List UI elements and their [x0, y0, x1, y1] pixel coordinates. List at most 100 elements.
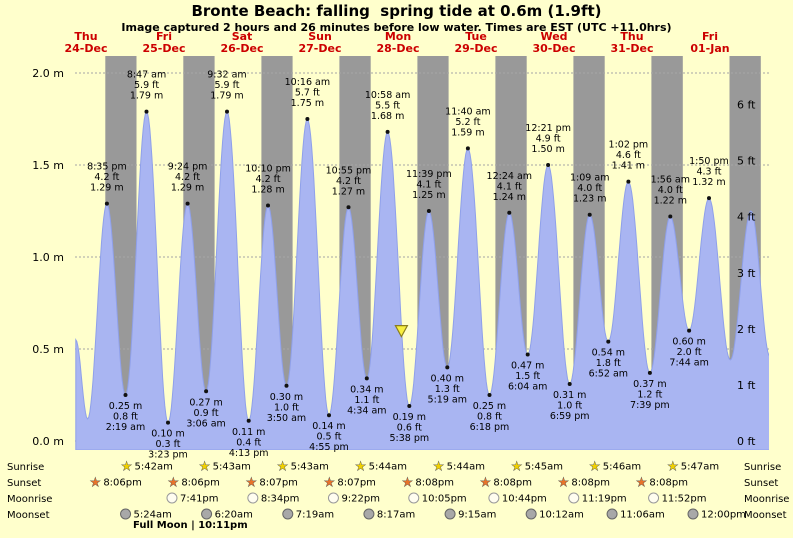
sunset-icon: ★ — [636, 476, 648, 491]
day-name: Tue — [465, 30, 487, 43]
tide-low-m: 0.19 m — [393, 412, 426, 423]
y-axis-right-label: 6 ft — [737, 99, 756, 112]
tide-low-time: 6:04 am — [508, 382, 547, 393]
tide-low-ft: 1.3 ft — [435, 384, 460, 395]
sunset-time: 8:06pm — [103, 478, 142, 489]
tide-point — [284, 383, 289, 388]
y-axis-right-label: 2 ft — [737, 323, 756, 336]
tide-point — [426, 209, 431, 213]
moonset-time: 7:19am — [296, 510, 334, 521]
tide-high-m: 1.25 m — [412, 190, 445, 201]
moonrise-time: 9:22pm — [341, 494, 380, 505]
tide-low-m: 0.25 m — [109, 401, 142, 412]
tide-low-ft: 1.1 ft — [354, 395, 379, 406]
day-name: Thu — [74, 30, 97, 43]
moonset-icon — [201, 508, 213, 520]
sunrise-time: 5:46am — [603, 462, 641, 473]
tide-point — [465, 146, 470, 151]
sunrise-time: 5:44am — [447, 462, 485, 473]
tide-high-m: 1.28 m — [251, 184, 284, 195]
tide-point — [305, 117, 310, 121]
moonset-icon — [606, 508, 618, 520]
tide-low-ft: 1.2 ft — [637, 389, 662, 400]
tide-low-m: 0.14 m — [312, 421, 345, 432]
tide-point — [707, 196, 711, 201]
tide-high-m: 1.29 m — [90, 183, 123, 194]
tide-point — [104, 201, 109, 206]
sunrise-icon: ★ — [589, 460, 601, 475]
y-axis-right-label: 1 ft — [737, 379, 756, 392]
moonrise-icon — [327, 492, 339, 504]
tide-low-time: 4:55 pm — [309, 442, 349, 453]
day-date: 29-Dec — [455, 42, 498, 55]
sunrise-time: 5:44am — [369, 462, 407, 473]
tide-point — [144, 109, 149, 114]
sunrise-icon: ★ — [355, 460, 367, 475]
tide-low-time: 4:34 am — [347, 405, 386, 416]
tide-low-m: 0.60 m — [672, 337, 705, 348]
tide-point — [606, 339, 611, 344]
tide-low-ft: 0.3 ft — [155, 439, 180, 450]
y-axis-right-label: 0 ft — [737, 435, 756, 448]
moonrise-icon — [488, 492, 500, 504]
astro-row-label-left: Sunset — [7, 478, 41, 489]
tide-low-ft: 0.5 ft — [316, 432, 341, 443]
tide-high-m: 1.22 m — [654, 196, 687, 207]
tide-point — [668, 214, 673, 219]
tide-high-time: 10:16 am — [285, 77, 330, 88]
moonrise-icon — [166, 492, 178, 504]
sunset-time: 8:08pm — [649, 478, 688, 489]
moonset-icon — [120, 508, 132, 520]
tide-high-time: 10:55 pm — [326, 165, 372, 176]
tide-high-time: 11:39 pm — [406, 169, 452, 180]
tide-point — [385, 129, 390, 134]
sunset-icon: ★ — [89, 476, 101, 491]
tide-high-ft: 4.2 ft — [256, 174, 281, 185]
tide-high-ft: 5.7 ft — [295, 88, 320, 99]
astro-row-label-right: Moonset — [744, 510, 787, 521]
sunset-time: 8:07pm — [337, 478, 376, 489]
tide-low-ft: 0.9 ft — [194, 408, 219, 419]
tide-high-m: 1.29 m — [171, 183, 204, 194]
tide-high-ft: 5.5 ft — [375, 100, 400, 111]
tide-high-ft: 4.6 ft — [616, 150, 641, 161]
y-axis-left-label: 1.5 m — [32, 159, 64, 172]
astro-row-label-right: Sunrise — [744, 462, 781, 473]
tide-high-m: 1.79 m — [210, 91, 243, 102]
sunrise-icon: ★ — [277, 460, 289, 475]
day-name: Thu — [620, 30, 643, 43]
y-axis-left-label: 2.0 m — [32, 67, 64, 80]
tide-low-time: 5:38 pm — [389, 433, 429, 444]
tide-low-ft: 1.0 ft — [557, 400, 582, 411]
tide-low-m: 0.34 m — [350, 384, 383, 395]
moonrise-time: 8:34pm — [261, 494, 300, 505]
tide-low-time: 6:18 pm — [470, 422, 510, 433]
page-subtitle: Image captured 2 hours and 26 minutes be… — [121, 21, 672, 34]
tide-high-ft: 4.0 ft — [658, 185, 683, 196]
tide-point — [166, 420, 170, 425]
sunset-time: 8:08pm — [571, 478, 610, 489]
tide-high-ft: 4.3 ft — [696, 167, 721, 178]
sunrise-icon: ★ — [511, 460, 523, 475]
tide-low-m: 0.27 m — [189, 397, 222, 408]
tide-high-time: 1:56 am — [651, 175, 690, 186]
tide-low-time: 2:19 am — [106, 422, 145, 433]
y-axis-right-label: 3 ft — [737, 267, 756, 280]
tide-point — [185, 201, 190, 206]
tide-low-time: 7:39 pm — [630, 400, 670, 411]
tide-area — [75, 110, 769, 450]
day-date: 28-Dec — [377, 42, 420, 55]
sunset-time: 8:08pm — [493, 478, 532, 489]
tide-high-ft: 4.1 ft — [497, 181, 522, 192]
tide-high-ft: 4.0 ft — [577, 183, 602, 194]
tide-point — [327, 413, 331, 418]
day-date: 01-Jan — [690, 42, 729, 55]
sunrise-icon: ★ — [433, 460, 445, 475]
tide-point — [587, 212, 592, 217]
moonrise-icon — [568, 492, 580, 504]
tide-high-m: 1.50 m — [531, 144, 564, 155]
tide-point — [204, 389, 209, 394]
tide-point — [687, 328, 692, 333]
day-date: 24-Dec — [65, 42, 108, 55]
tide-low-time: 6:52 am — [589, 369, 628, 380]
